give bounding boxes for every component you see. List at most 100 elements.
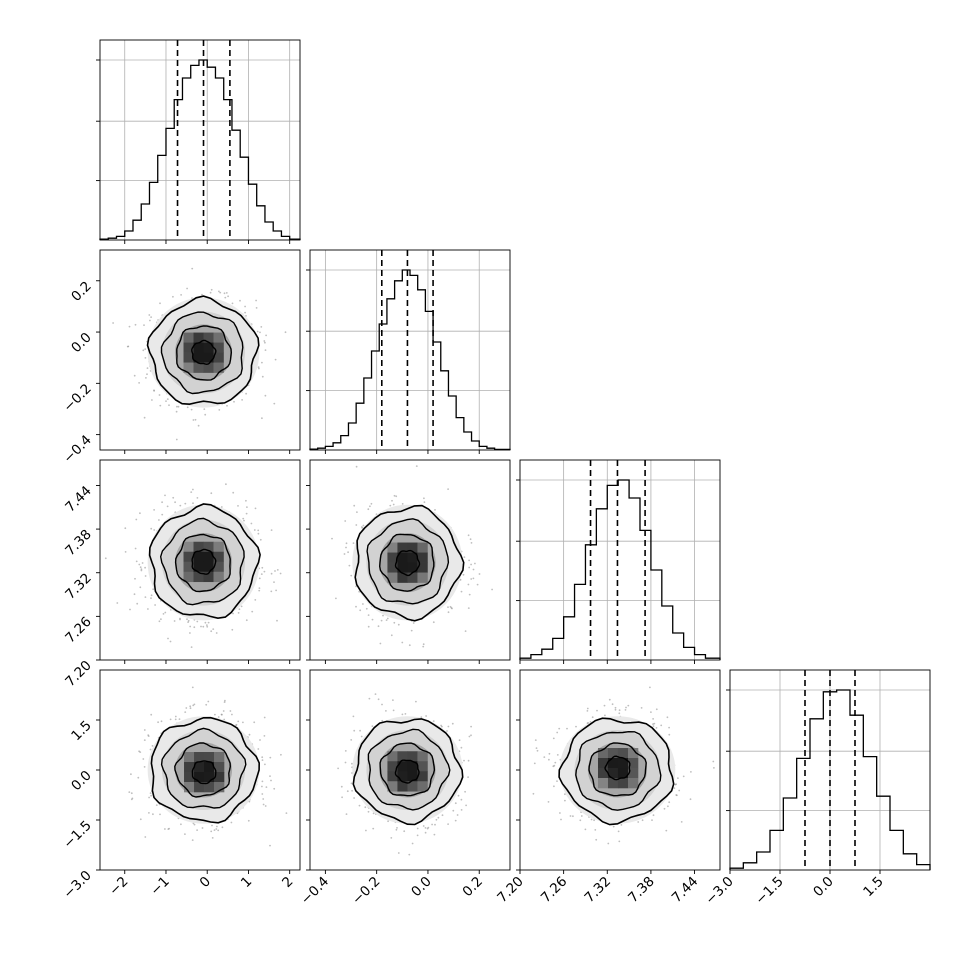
scatter-point (173, 620, 176, 622)
scatter-point (222, 710, 225, 712)
scatter-point (133, 593, 136, 596)
scatter-point (162, 613, 165, 615)
scatter-point (255, 307, 258, 309)
density-cell (407, 542, 418, 553)
scatter-point (139, 818, 142, 821)
scatter-point (362, 524, 365, 527)
scatter-point (270, 590, 273, 593)
scatter-point (263, 716, 266, 719)
scatter-point (449, 605, 452, 608)
x-tick-label: 2 (279, 874, 296, 891)
density-cell (397, 562, 408, 573)
scatter-point (387, 820, 389, 823)
scatter-point (470, 563, 472, 566)
scatter-point (245, 619, 248, 622)
density-cell (193, 561, 204, 573)
density-cell (387, 552, 398, 563)
scatter-point (179, 504, 182, 507)
scatter-point (169, 640, 172, 643)
scatter-point (194, 418, 197, 421)
scatter-point (690, 771, 692, 773)
scatter-point (356, 511, 358, 513)
scatter-point (191, 839, 194, 841)
scatter-point (355, 605, 357, 608)
scatter-point (158, 519, 160, 521)
density-cell (183, 541, 194, 553)
scatter-point (128, 325, 131, 328)
x-tick-label: −0.4 (298, 874, 332, 908)
density-cell (193, 362, 204, 373)
scatter-point (138, 563, 141, 566)
scatter-point (137, 776, 140, 779)
scatter-point (259, 538, 262, 541)
scatter-point (273, 402, 276, 405)
scatter-point (261, 793, 264, 795)
scatter-point (468, 593, 471, 596)
density-cell (597, 748, 609, 759)
y-tick-label: 7.20 (62, 658, 95, 691)
density-cell (397, 552, 408, 563)
scatter-point (637, 821, 640, 823)
scatter-point (350, 574, 353, 577)
scatter-point (224, 699, 226, 702)
scatter-point (201, 293, 203, 296)
scatter-point (261, 785, 263, 788)
density-cell (617, 768, 629, 779)
scatter-point (337, 767, 339, 770)
contour-line-2 (366, 518, 450, 605)
scatter-point (454, 819, 457, 822)
scatter-point (674, 783, 677, 786)
contour-line-1 (588, 742, 647, 797)
scatter-point (663, 807, 666, 810)
scatter-point (161, 501, 164, 504)
scatter-point (179, 617, 181, 620)
scatter-point (392, 699, 394, 701)
scatter-point (150, 527, 153, 530)
scatter-point (371, 725, 374, 728)
scatter-point (220, 713, 223, 716)
density-cell (204, 752, 215, 763)
scatter-point (668, 733, 671, 736)
scatter-point (258, 589, 261, 592)
scatter-point (143, 739, 146, 741)
scatter-point (556, 754, 559, 756)
density-cell (194, 752, 205, 763)
density-cell (407, 552, 418, 563)
scatter-point (470, 734, 472, 737)
scatter-point (261, 361, 263, 364)
x-tick-label: −3.0 (702, 874, 736, 908)
density-cell (203, 332, 214, 343)
density-cell (204, 782, 215, 793)
scatter-point (209, 291, 212, 294)
density-cell (407, 761, 418, 772)
scatter-point (468, 559, 470, 562)
scatter-point (210, 492, 213, 495)
scatter-point (172, 496, 175, 499)
density-cell (627, 778, 639, 789)
density-cell (417, 781, 428, 792)
scatter-point (389, 504, 392, 507)
density-cell (183, 352, 194, 363)
scatter-point (257, 748, 260, 750)
scatter-point (158, 620, 161, 623)
density-cell (214, 772, 225, 783)
density-cell (213, 551, 224, 563)
scatter-point (361, 526, 363, 528)
scatter-point (139, 512, 141, 515)
density-cell (387, 761, 398, 772)
scatter-point (612, 825, 615, 828)
scatter-point (543, 756, 546, 758)
scatter-point (215, 828, 218, 830)
density-cell (203, 342, 214, 353)
contour-line-3 (352, 718, 464, 826)
scatter-point (151, 745, 154, 747)
scatter-point (345, 813, 348, 815)
scatter-point (586, 710, 589, 712)
scatter-point (144, 836, 147, 838)
scatter-point (618, 840, 621, 843)
scatter-point (652, 718, 654, 720)
scatter-point (680, 821, 683, 823)
scatter-point (130, 798, 133, 801)
scatter-point (595, 838, 598, 841)
